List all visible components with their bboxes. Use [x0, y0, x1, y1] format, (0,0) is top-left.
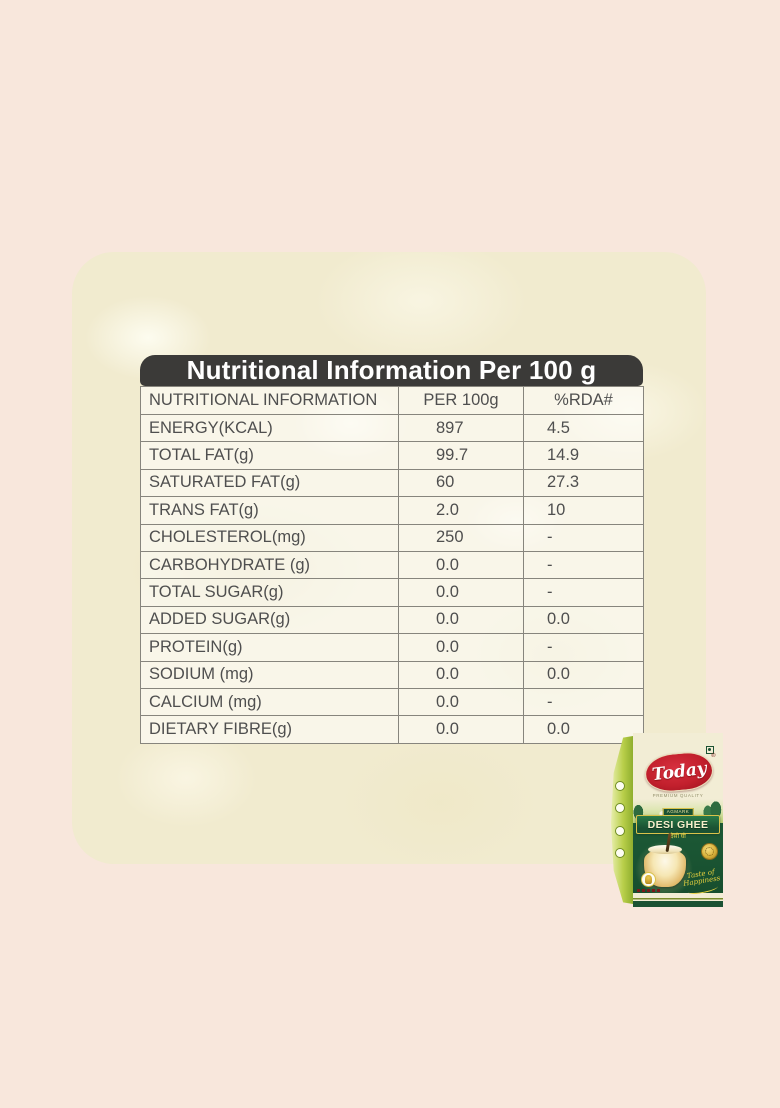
nutrition-facts-block: Nutritional Information Per 100 g NUTRIT…	[140, 355, 644, 744]
cell-nutrient: CHOLESTEROL(mg)	[140, 523, 399, 552]
table-row: ENERGY(KCAL) 897 4.5	[140, 413, 644, 443]
table-row: CALCIUM (mg) 0.0-	[140, 687, 644, 717]
cell-nutrient: TOTAL FAT(g)	[140, 441, 399, 470]
cell-rda: 0.0	[523, 605, 644, 635]
cell-rda: -	[523, 633, 644, 662]
spine-badge-icon	[615, 803, 625, 813]
cell-per-100g: 0.0	[398, 715, 524, 744]
product-name-hindi: देसी घी	[670, 834, 686, 840]
table-row: TOTAL FAT(g) 99.7 14.9	[140, 441, 644, 470]
cell-per-100g: 250	[398, 523, 524, 552]
cell-nutrient: DIETARY FIBRE(g)	[140, 715, 399, 744]
spine-badge-icon	[615, 781, 625, 791]
cell-nutrient: PROTEIN(g)	[140, 633, 399, 662]
nutrition-title-bar: Nutritional Information Per 100 g	[140, 355, 643, 386]
cell-per-100g: 2.0	[398, 496, 524, 525]
emblem-fine-print	[637, 889, 661, 892]
table-row: CHOLESTEROL(mg) 250-	[140, 523, 644, 552]
brand-logo: Today ®	[643, 750, 716, 794]
pack-side-gusset	[611, 736, 633, 904]
cell-nutrient: CARBOHYDRATE (g)	[140, 550, 399, 580]
cell-per-100g: 60	[398, 468, 524, 498]
pack-bottom-stripes	[633, 893, 723, 907]
certification-emblem-icon	[641, 872, 656, 887]
table-row: ADDED SUGAR(g) 0.0 0.0	[140, 605, 644, 635]
cell-nutrient: CALCIUM (mg)	[140, 687, 399, 717]
product-pack-image: Today ® PREMIUM QUALITY AGMARK DESI GHEE…	[611, 733, 723, 907]
column-header-nutrient: NUTRITIONAL INFORMATION	[140, 386, 399, 415]
cell-rda: 0.0	[523, 660, 644, 689]
nutrition-table-body: ENERGY(KCAL) 897 4.5 TOTAL FAT(g) 99.7 14.9 SA…	[140, 413, 644, 744]
nutrition-table: NUTRITIONAL INFORMATION PER 100g %RDA# E…	[140, 386, 644, 744]
table-row: SODIUM (mg) 0.0 0.0	[140, 660, 644, 689]
cell-rda: 4.5	[523, 413, 644, 443]
cell-nutrient: SODIUM (mg)	[140, 660, 399, 689]
registered-trademark-icon: ®	[711, 752, 716, 760]
cell-rda: 14.9	[523, 441, 644, 470]
column-header-per-100g: PER 100g	[398, 386, 524, 415]
spine-badge-icon	[615, 826, 625, 836]
cell-per-100g: 0.0	[398, 605, 524, 635]
spine-badge-icon	[615, 848, 625, 858]
brand-name: Today	[650, 758, 708, 786]
cell-per-100g: 0.0	[398, 687, 524, 717]
cell-nutrient: ENERGY(KCAL)	[140, 413, 399, 443]
cell-rda: -	[523, 523, 644, 552]
nutrition-title: Nutritional Information Per 100 g	[186, 355, 597, 385]
veg-mark-icon	[706, 746, 714, 754]
brand-tagline: PREMIUM QUALITY	[652, 793, 704, 798]
table-row: CARBOHYDRATE (g) 0.0-	[140, 550, 644, 580]
column-header-rda: %RDA#	[523, 386, 644, 415]
cell-per-100g: 0.0	[398, 660, 524, 689]
pack-front-face: Today ® PREMIUM QUALITY AGMARK DESI GHEE…	[633, 733, 723, 907]
table-row: TOTAL SUGAR(g) 0.0-	[140, 578, 644, 607]
cell-per-100g: 897	[398, 413, 524, 443]
table-row: DIETARY FIBRE(g) 0.0 0.0	[140, 715, 644, 744]
cell-per-100g: 0.0	[398, 633, 524, 662]
cell-nutrient: SATURATED FAT(g)	[140, 468, 399, 498]
table-row: TRANS FAT(g) 2.0 10	[140, 496, 644, 525]
table-row: SATURATED FAT(g) 60 27.3	[140, 468, 644, 498]
cell-nutrient: TOTAL SUGAR(g)	[140, 578, 399, 607]
cell-rda: -	[523, 687, 644, 717]
cell-rda: 27.3	[523, 468, 644, 498]
table-header-row: NUTRITIONAL INFORMATION PER 100g %RDA#	[140, 386, 644, 415]
table-row: PROTEIN(g) 0.0-	[140, 633, 644, 662]
product-name-banner: DESI GHEE	[636, 815, 720, 834]
product-name: DESI GHEE	[647, 818, 709, 831]
cell-rda: -	[523, 578, 644, 607]
cell-per-100g: 0.0	[398, 550, 524, 580]
cell-rda: -	[523, 550, 644, 580]
jar-rim	[648, 845, 682, 854]
cell-nutrient: ADDED SUGAR(g)	[140, 605, 399, 635]
cell-nutrient: TRANS FAT(g)	[140, 496, 399, 525]
golden-seal-icon	[701, 843, 718, 860]
cell-per-100g: 0.0	[398, 578, 524, 607]
cell-rda: 10	[523, 496, 644, 525]
cell-per-100g: 99.7	[398, 441, 524, 470]
certification-label: AGMARK	[662, 808, 694, 816]
